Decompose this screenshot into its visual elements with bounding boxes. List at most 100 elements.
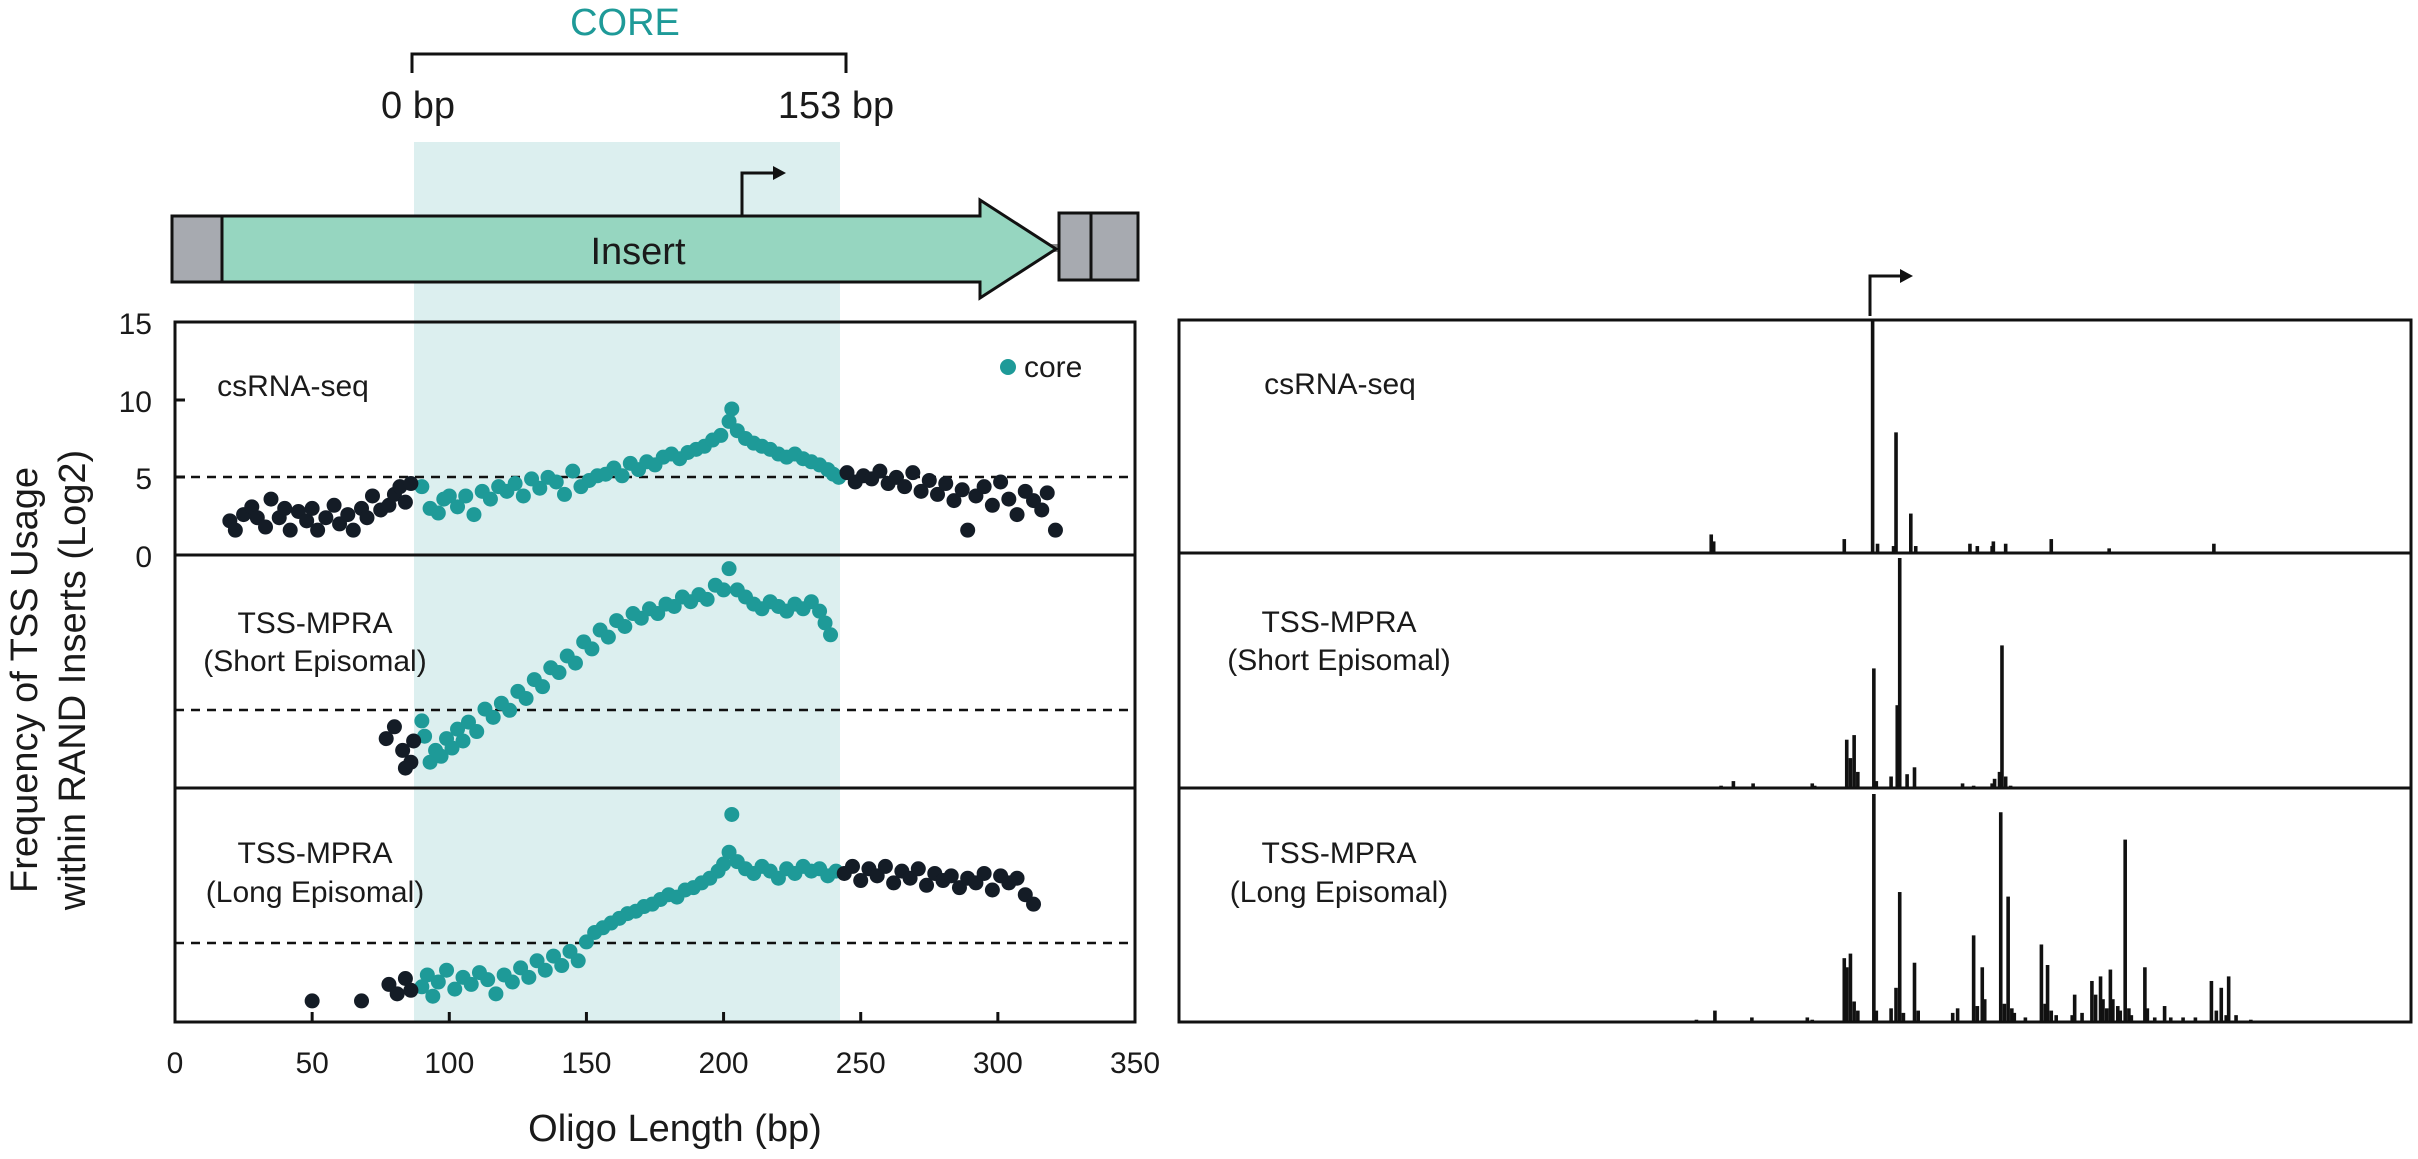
tss-bar [1975, 546, 1980, 553]
scatter-point [844, 858, 860, 874]
scatter-point [397, 494, 413, 510]
tss-bar [2000, 645, 2004, 788]
scatter-point [521, 969, 537, 985]
right-panel-3-subtitle: (Long Episomal) [1230, 876, 1448, 909]
tss-bar [1875, 543, 1880, 553]
scatter-point [406, 733, 422, 749]
scatter-point [617, 619, 633, 634]
scatter-point [938, 476, 954, 492]
tss-bar [1719, 785, 1723, 788]
tss-bar [1709, 534, 1714, 553]
scatter-point [614, 468, 630, 484]
scatter-point [502, 702, 518, 718]
tss-bar [1991, 541, 1996, 553]
scatter-point [419, 967, 435, 983]
tss-bar [2045, 965, 2050, 1022]
tss-bar [2093, 994, 2098, 1022]
right-panel-1-bars [1709, 321, 2216, 553]
left-panel-2-title: TSS-MPRA [237, 607, 392, 640]
scatter-point [282, 522, 298, 538]
scatter-point [1009, 870, 1025, 886]
tss-bar [2080, 1012, 2084, 1022]
left-panel-2-subtitle: (Short Episomal) [203, 645, 426, 678]
x-axis-ticks: 0 50 100 150 200 250 300 350 [167, 1012, 1160, 1080]
tss-bar [1905, 774, 1909, 788]
scatter-point [466, 507, 482, 523]
scatter-point [386, 719, 402, 735]
scatter-point [304, 993, 320, 1009]
scatter-point [463, 976, 479, 992]
y-tick-label-5: 5 [135, 463, 152, 496]
scatter-point [389, 986, 405, 1002]
tss-bar [2212, 543, 2216, 553]
right-panel-3-title: TSS-MPRA [1261, 837, 1416, 870]
legend-core-label: core [1024, 351, 1082, 384]
left-panel-2-points [378, 561, 839, 776]
tss-bar [2129, 1015, 2134, 1022]
scatter-point [263, 491, 279, 507]
scatter-point [1039, 485, 1055, 501]
tss-bar [1872, 794, 1876, 1022]
scatter-point [910, 861, 926, 877]
tss-bar [1810, 1019, 1815, 1022]
end-bp-label: 153 bp [778, 85, 894, 127]
core-label: CORE [570, 2, 680, 44]
scatter-point [556, 486, 572, 502]
tss-bar [1901, 1012, 1906, 1022]
tss-bar [1990, 783, 1994, 788]
scatter-point [1047, 522, 1063, 538]
scatter-point [930, 486, 946, 502]
tss-bar [1960, 783, 1965, 788]
scatter-point [943, 868, 959, 884]
tss-bar [2209, 980, 2214, 1022]
tss-bar [2127, 1008, 2131, 1022]
right-flank-a [1057, 211, 1093, 282]
tss-bar [2003, 543, 2008, 553]
scatter-point [447, 981, 463, 997]
scatter-point [430, 505, 446, 521]
scatter-point [921, 472, 937, 488]
tss-bar [1731, 781, 1736, 788]
tss-bar [2012, 1012, 2017, 1022]
tss-bar [2108, 969, 2113, 1022]
tss-bar [2002, 1003, 2007, 1022]
tss-bar [1982, 999, 1987, 1022]
scatter-point [359, 510, 375, 526]
scatter-point [430, 974, 446, 990]
tss-bar [1751, 783, 1755, 788]
scatter-point [515, 488, 531, 504]
tss-bar [2090, 980, 2094, 1022]
tss-bar [1711, 541, 1716, 553]
scatter-point [340, 507, 356, 523]
scatter-point [450, 499, 466, 515]
left-panel-3-points [304, 806, 1042, 1009]
tss-bar [1913, 546, 1918, 553]
x-tick-label: 350 [1110, 1047, 1160, 1080]
tss-bar [2152, 1017, 2157, 1022]
scatter-point [318, 510, 334, 526]
tss-bar [1968, 543, 1972, 553]
tss-bar [1844, 967, 1849, 1022]
tss-bar [1912, 767, 1917, 788]
left-flank [170, 214, 224, 284]
tss-bar [2143, 967, 2147, 1022]
tss-bar [2115, 1006, 2120, 1022]
tss-bar [1812, 785, 1817, 788]
scatter-point [886, 875, 902, 891]
scatter-point [567, 655, 583, 671]
tss-bar [1894, 432, 1898, 553]
scatter-point [532, 480, 548, 496]
scatter-point [403, 982, 419, 998]
right-panel-2-subtitle: (Short Episomal) [1227, 644, 1450, 677]
tss-bar [2070, 1015, 2074, 1022]
tss-bar [2249, 1019, 2253, 1022]
scatter-point [326, 497, 342, 513]
scatter-point [993, 474, 1009, 490]
tss-bar [1810, 783, 1815, 788]
scatter-point [984, 497, 1000, 513]
tss-bar [2162, 1006, 2167, 1022]
x-tick-label: 150 [561, 1047, 611, 1080]
scatter-point [395, 742, 411, 758]
scatter-point [976, 479, 992, 495]
tss-arrow-icon [740, 171, 775, 215]
